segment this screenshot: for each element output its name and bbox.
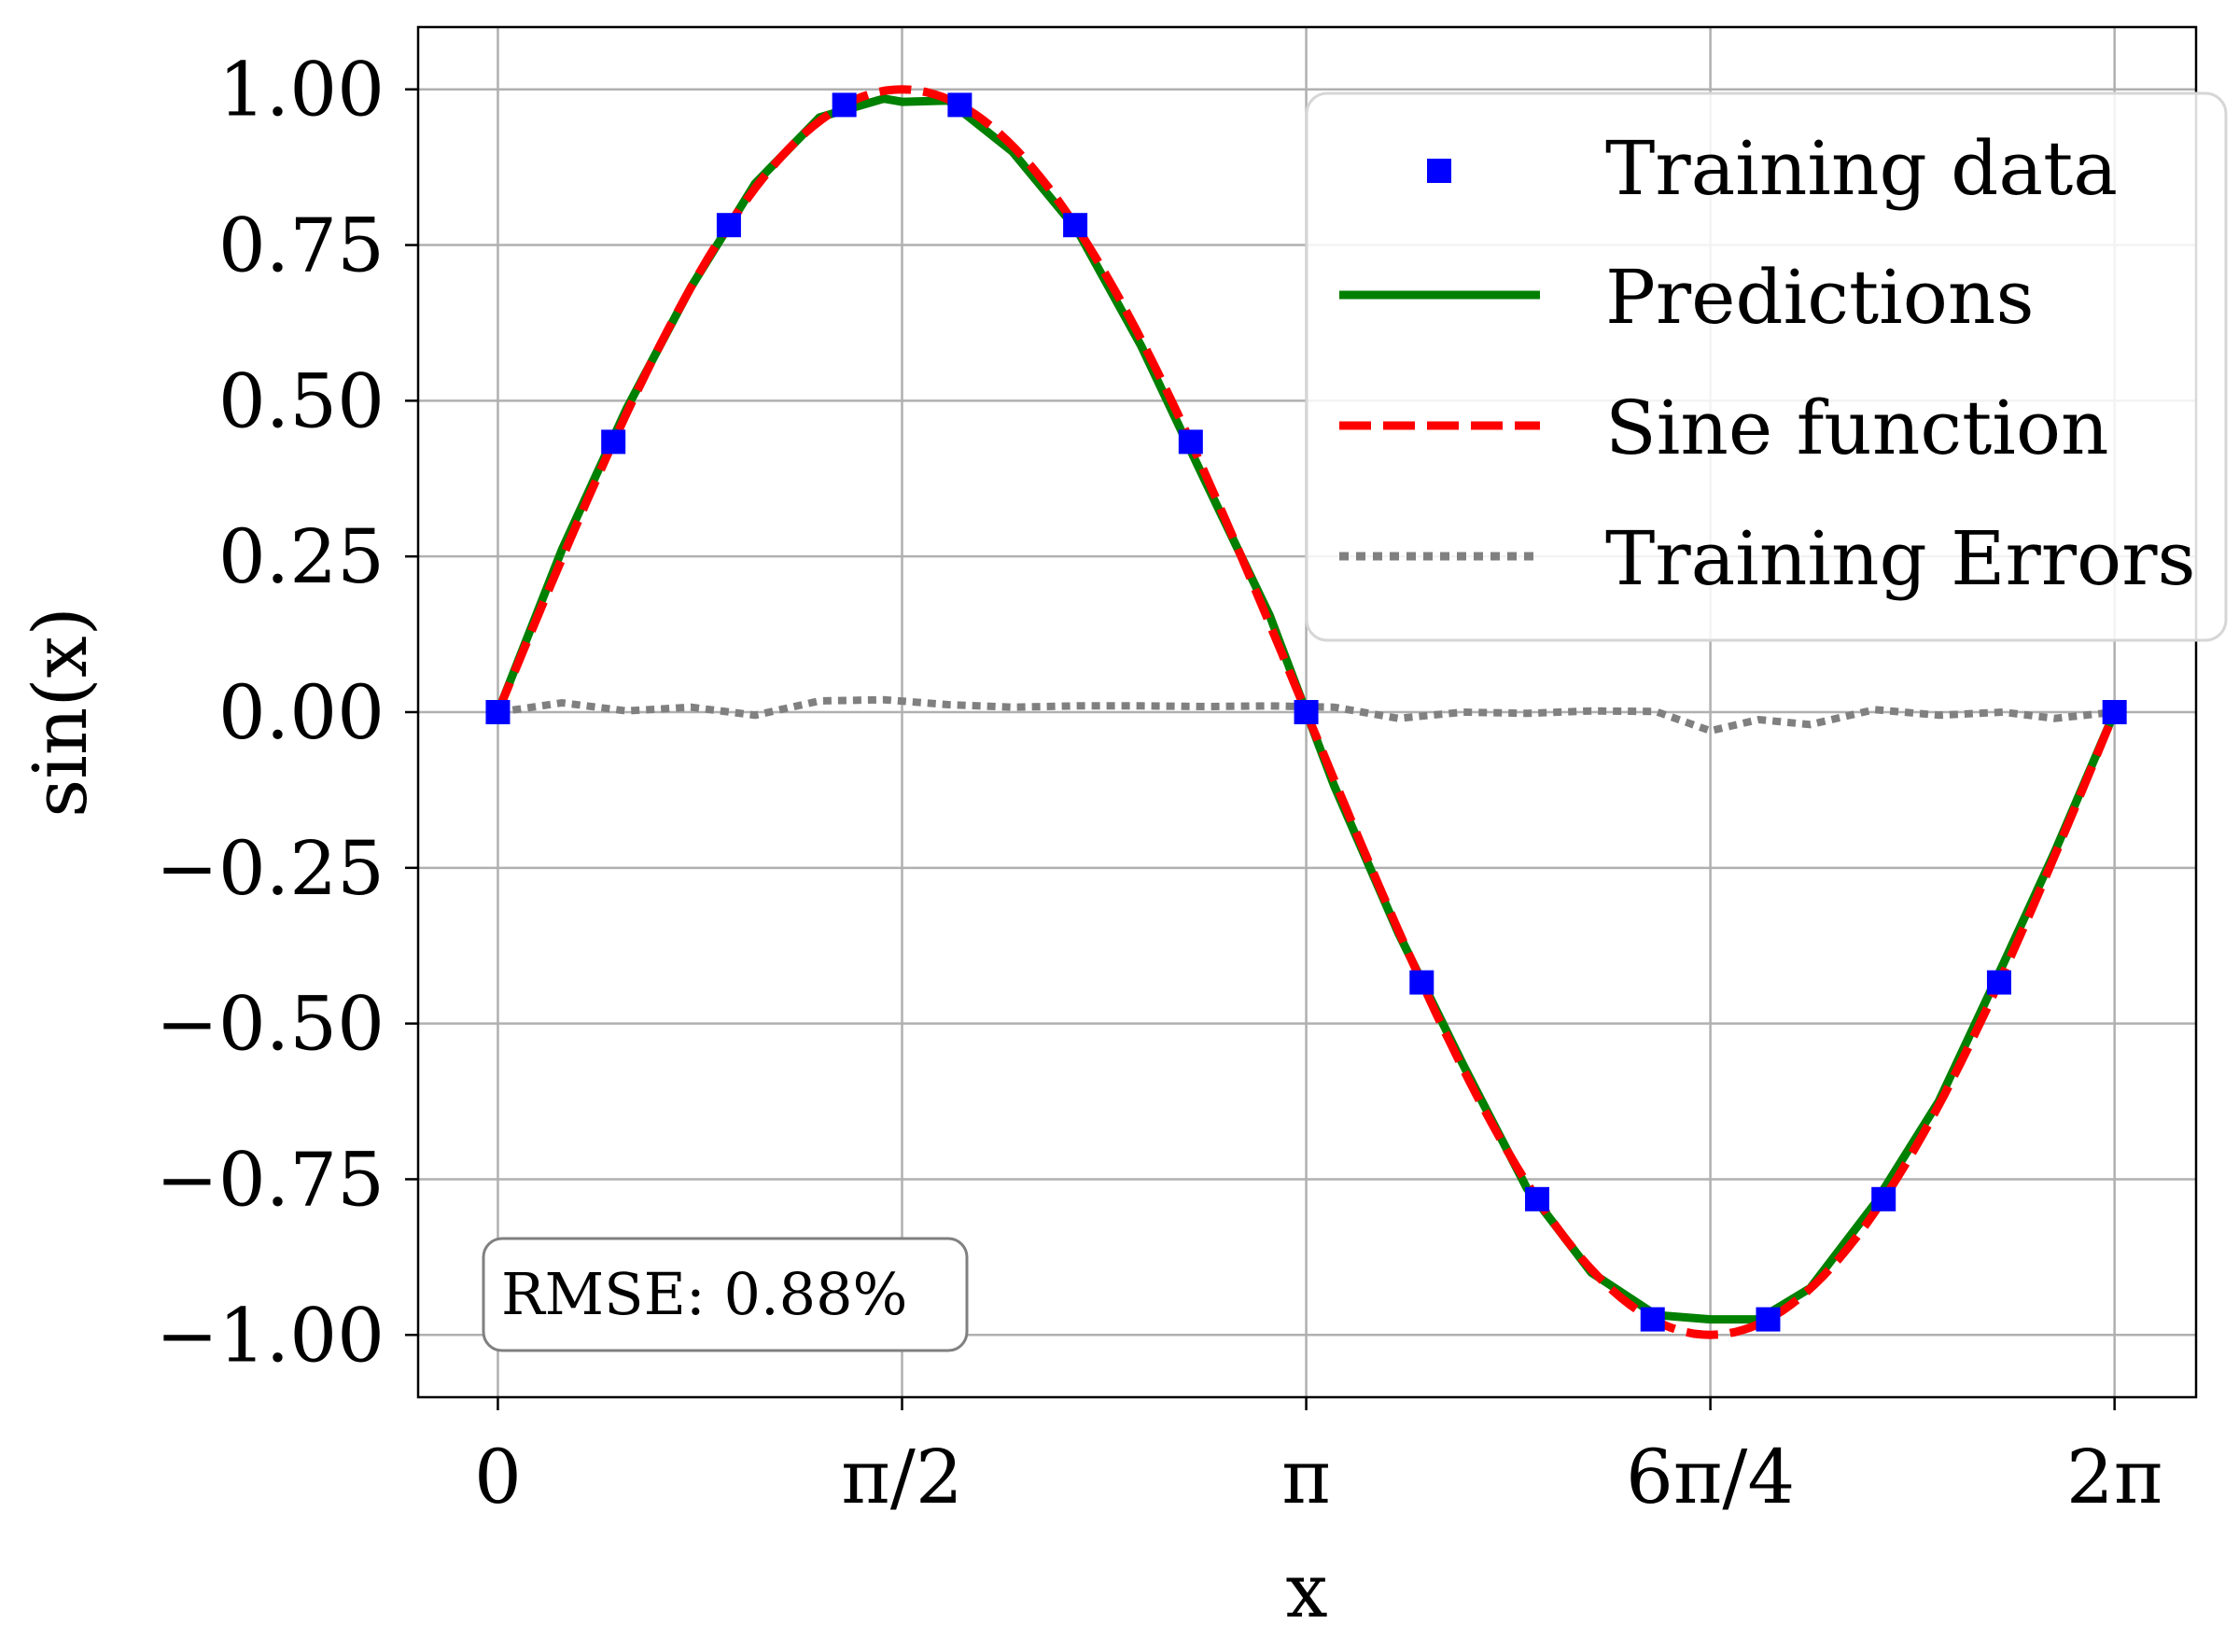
training-data-point-0: [485, 700, 511, 724]
legend-box: [1305, 91, 2228, 642]
series-layer: [485, 85, 2127, 1339]
training-data-point-2: [716, 213, 741, 238]
y-tick-label-4: 0.00: [218, 669, 385, 756]
rmse-box-frame: [482, 1237, 969, 1352]
training-data-point-7: [1294, 700, 1319, 724]
rmse-annotation: RMSE: 0.88%: [482, 1237, 969, 1352]
training-data-point-4: [947, 92, 973, 118]
legend-label-sine: Sine function: [1605, 385, 2109, 471]
y-tick-label-0: 1.00: [218, 47, 385, 133]
y-tick-label-5: −0.25: [156, 825, 385, 912]
legend-label-predictions: Predictions: [1605, 254, 2035, 341]
legend-label-errors: Training Errors: [1605, 515, 2196, 602]
rmse-label: RMSE: 0.88%: [501, 1260, 907, 1328]
training-data-point-10: [1640, 1307, 1665, 1332]
training-data-point-14: [2102, 700, 2127, 724]
x-tick-label-0: 0: [474, 1434, 522, 1520]
ticks: 0 π/2 π 6π/4 2π 1.00 0.75 0.50 0.25 0.00 −0.25 −0.5…: [156, 47, 2163, 1520]
training-data-point-8: [1409, 970, 1434, 995]
training-data-point-12: [1871, 1186, 1896, 1211]
y-tick-label-6: −0.50: [156, 981, 385, 1068]
x-tick-label-4: 2π: [2066, 1434, 2162, 1520]
training-data-point-9: [1525, 1186, 1550, 1211]
training-data-point-6: [1178, 429, 1203, 455]
y-tick-label-1: 0.75: [218, 203, 385, 289]
y-tick-label-8: −1.00: [156, 1292, 385, 1379]
x-tick-label-3: 6π/4: [1626, 1434, 1795, 1520]
legend-label-training-data: Training data: [1605, 125, 2118, 212]
training-data-point-5: [1063, 213, 1088, 238]
legend-marker-training-data: [1427, 159, 1451, 183]
y-tick-label-7: −0.75: [156, 1136, 385, 1223]
legend: Training data Predictions Sine function …: [1305, 91, 2228, 642]
y-axis-label: sin(x): [17, 607, 104, 818]
x-tick-label-2: π: [1281, 1434, 1331, 1520]
x-axis-label: x: [1285, 1547, 1327, 1634]
series-training-errors: [497, 695, 2116, 735]
training-data-point-11: [1756, 1307, 1781, 1332]
x-tick-label-1: π/2: [841, 1434, 962, 1520]
training-data-point-1: [601, 429, 626, 455]
training-data-point-3: [832, 92, 857, 118]
y-tick-label-2: 0.50: [218, 357, 385, 444]
y-tick-label-3: 0.25: [218, 513, 385, 600]
training-data-point-13: [1986, 970, 2011, 995]
